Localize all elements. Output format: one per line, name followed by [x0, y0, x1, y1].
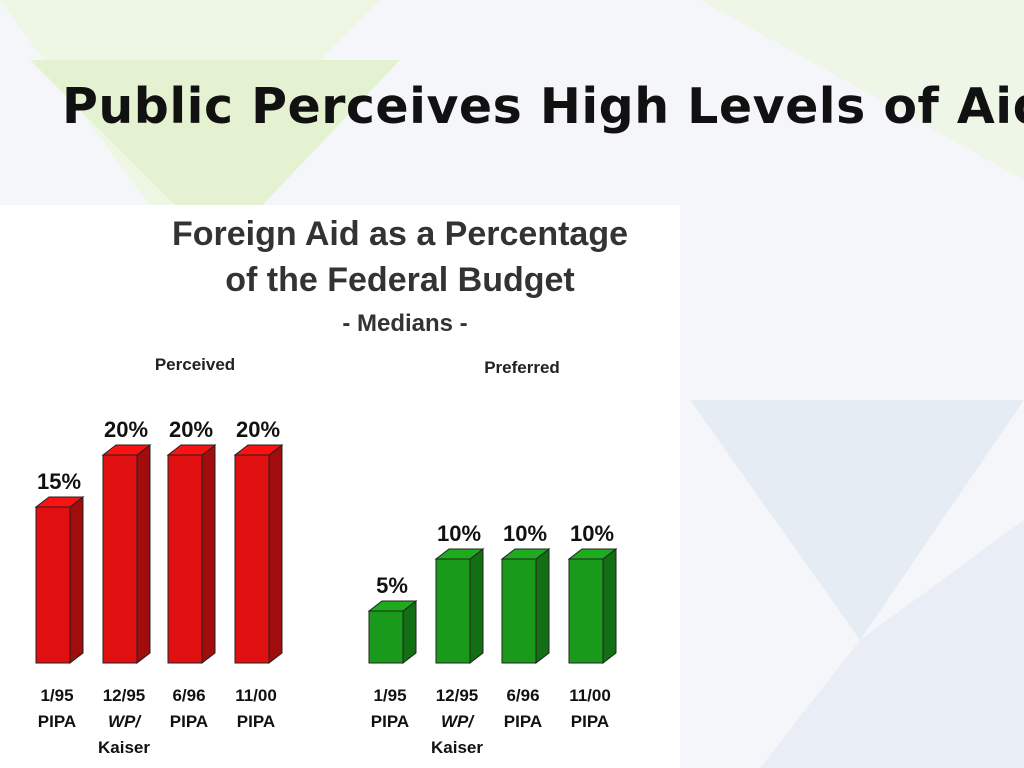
chart-panel: Foreign Aid as a Percentage of the Feder…	[0, 205, 680, 768]
preferred-x-label-1-line-1: 1/95	[373, 686, 406, 705]
perceived-bar-3	[166, 443, 217, 665]
perceived-x-label-2-line-2: WP/	[108, 712, 142, 731]
perceived-value-label-1: 15%	[37, 469, 81, 494]
bg-shape-green-2	[30, 60, 400, 250]
chart-subtitle: - Medians -	[342, 310, 467, 337]
preferred-bar-4	[567, 547, 618, 665]
preferred-bar-3	[500, 547, 551, 665]
perceived-x-label-3-line-1: 6/96	[172, 686, 205, 705]
preferred-bar-2	[434, 547, 485, 665]
perceived-bar-1	[34, 495, 85, 665]
perceived-x-label-2-line-1: 12/95	[103, 686, 146, 705]
perceived-x-label-1-line-1: 1/95	[40, 686, 73, 705]
preferred-x-label-1-line-2: PIPA	[371, 712, 409, 731]
perceived-x-label-2-line-3: Kaiser	[98, 738, 150, 757]
perceived-value-label-4: 20%	[236, 417, 280, 442]
preferred-x-label-4-line-1: 11/00	[569, 686, 611, 705]
group-label-perceived: Perceived	[155, 355, 235, 374]
bg-shape-blue-1	[690, 400, 1024, 640]
preferred-x-label-3-line-2: PIPA	[504, 712, 542, 731]
preferred-x-label-2-line-2: WP/	[441, 712, 475, 731]
preferred-value-label-4: 10%	[570, 521, 614, 546]
preferred-value-label-2: 10%	[437, 521, 481, 546]
chart-title-line-1: Foreign Aid as a Percentage	[172, 215, 628, 253]
preferred-bar-1	[367, 599, 418, 665]
slide-title: Public Perceives High Levels of Aid	[62, 78, 1024, 135]
preferred-value-label-1: 5%	[376, 573, 408, 598]
perceived-value-label-3: 20%	[169, 417, 213, 442]
perceived-x-label-3-line-2: PIPA	[170, 712, 208, 731]
group-label-preferred: Preferred	[484, 358, 560, 377]
perceived-value-label-2: 20%	[104, 417, 148, 442]
perceived-x-label-4-line-2: PIPA	[237, 712, 275, 731]
perceived-bar-2	[101, 443, 152, 665]
bg-shape-green-3	[700, 0, 1024, 180]
preferred-x-label-4-line-2: PIPA	[571, 712, 609, 731]
chart-title-line-2: of the Federal Budget	[225, 261, 574, 299]
bg-shape-blue-2	[760, 520, 1024, 768]
chart-marks: Perceived 15% 1/95 PIPA 20% 12/95 WP/Kaiser 20%…	[34, 355, 618, 757]
perceived-x-label-1-line-2: PIPA	[38, 712, 76, 731]
perceived-x-label-4-line-1: 11/00	[235, 686, 277, 705]
preferred-value-label-3: 10%	[503, 521, 547, 546]
preferred-x-label-3-line-1: 6/96	[506, 686, 539, 705]
preferred-x-label-2-line-1: 12/95	[436, 686, 479, 705]
bar-chart: Foreign Aid as a Percentage of the Feder…	[34, 215, 628, 757]
preferred-x-label-2-line-3: Kaiser	[431, 738, 483, 757]
perceived-bar-4	[233, 443, 284, 665]
